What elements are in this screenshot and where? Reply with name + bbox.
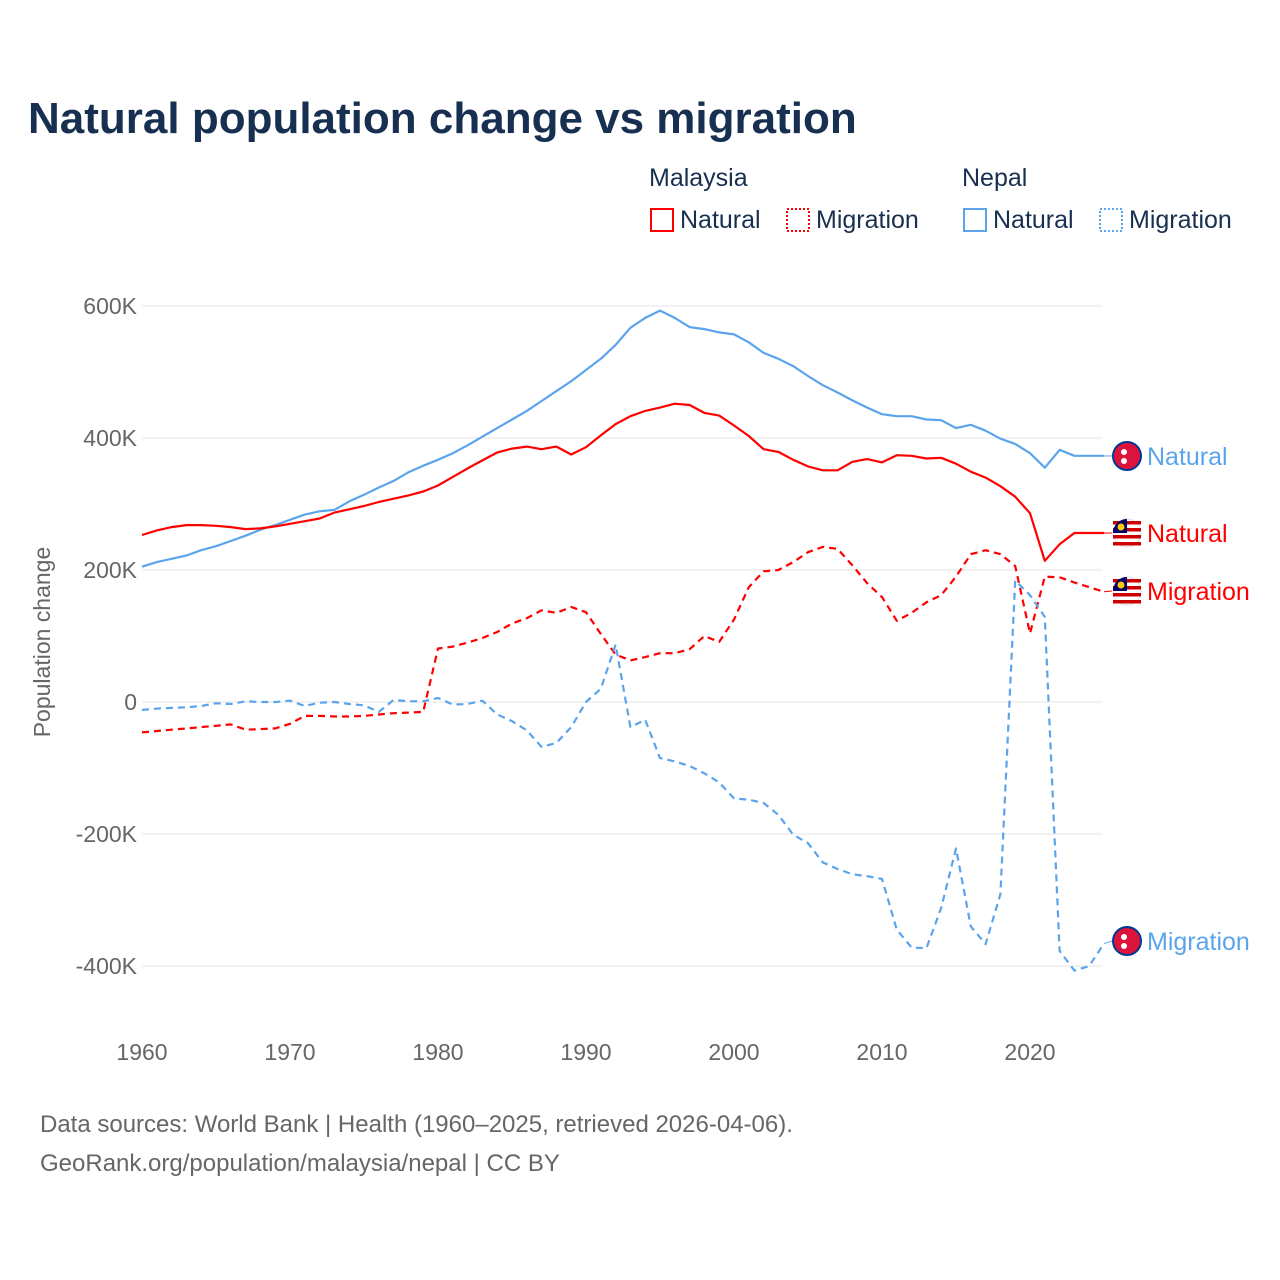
legend-label: Natural (680, 206, 761, 234)
legend-swatch-solid (963, 208, 987, 232)
legend-item-malaysia-migration[interactable]: Migration (786, 206, 919, 234)
credit-link[interactable]: GeoRank.org/population/malaysia/nepal | … (40, 1150, 560, 1177)
end-label-nepal-natural: Natural (1147, 443, 1228, 471)
series-line-nepal-migration (141, 579, 1105, 972)
legend-item-nepal-natural[interactable]: Natural (963, 206, 1074, 234)
y-tick-label: 0 (124, 689, 137, 715)
end-label-malaysia-natural: Natural (1147, 520, 1228, 548)
legend-swatch-solid (650, 208, 674, 232)
x-tick-label: 1970 (264, 1039, 315, 1065)
end-label-nepal-migration: Migration (1147, 928, 1250, 956)
y-tick-label: -200K (76, 821, 138, 847)
series-lines (141, 309, 1105, 972)
x-tick-label: 2020 (1004, 1039, 1055, 1065)
legend-item-malaysia-natural[interactable]: Natural (650, 206, 761, 234)
end-label-malaysia-migration: Migration (1147, 578, 1250, 606)
y-tick-label: 400K (83, 425, 137, 451)
end-connector (1103, 940, 1113, 945)
series-line-malaysia-migration (141, 545, 1105, 734)
nepal-flag-icon (1112, 441, 1142, 471)
y-axis-ticks: 600K 400K 200K 0 -200K -400K (76, 293, 138, 979)
legend-swatch-dotted (786, 208, 810, 232)
y-tick-label: -400K (76, 953, 138, 979)
x-tick-label: 1990 (560, 1039, 611, 1065)
x-tick-label: 2010 (856, 1039, 907, 1065)
legend-heading-nepal: Nepal (962, 164, 1027, 192)
series-end-labels: Natural Natural Migration Migration (1103, 441, 1250, 956)
gridlines (142, 305, 1102, 967)
legend-label: Migration (816, 206, 919, 234)
y-tick-label: 600K (83, 293, 137, 319)
legend-heading-malaysia: Malaysia (649, 164, 748, 192)
end-connector (1103, 590, 1113, 593)
malaysia-flag-icon (1112, 576, 1142, 606)
legend-label: Migration (1129, 206, 1232, 234)
x-tick-label: 2000 (708, 1039, 759, 1065)
y-axis-label: Population change (29, 547, 55, 738)
legend-swatch-dotted (1099, 208, 1123, 232)
legend-item-nepal-migration[interactable]: Migration (1099, 206, 1232, 234)
x-tick-label: 1980 (412, 1039, 463, 1065)
series-line-malaysia-natural (141, 402, 1104, 562)
legend: Malaysia Nepal Natural Migration Natural… (649, 164, 1232, 234)
nepal-flag-icon (1112, 926, 1142, 956)
legend-label: Natural (993, 206, 1074, 234)
y-tick-label: 200K (83, 557, 137, 583)
series-line-nepal-natural (141, 309, 1104, 568)
x-axis-ticks: 1960 1970 1980 1990 2000 2010 2020 (116, 1039, 1055, 1065)
x-tick-label: 1960 (116, 1039, 167, 1065)
source-note: Data sources: World Bank | Health (1960–… (40, 1111, 793, 1138)
malaysia-flag-icon (1112, 518, 1142, 548)
chart-title: Natural population change vs migration (28, 94, 857, 143)
